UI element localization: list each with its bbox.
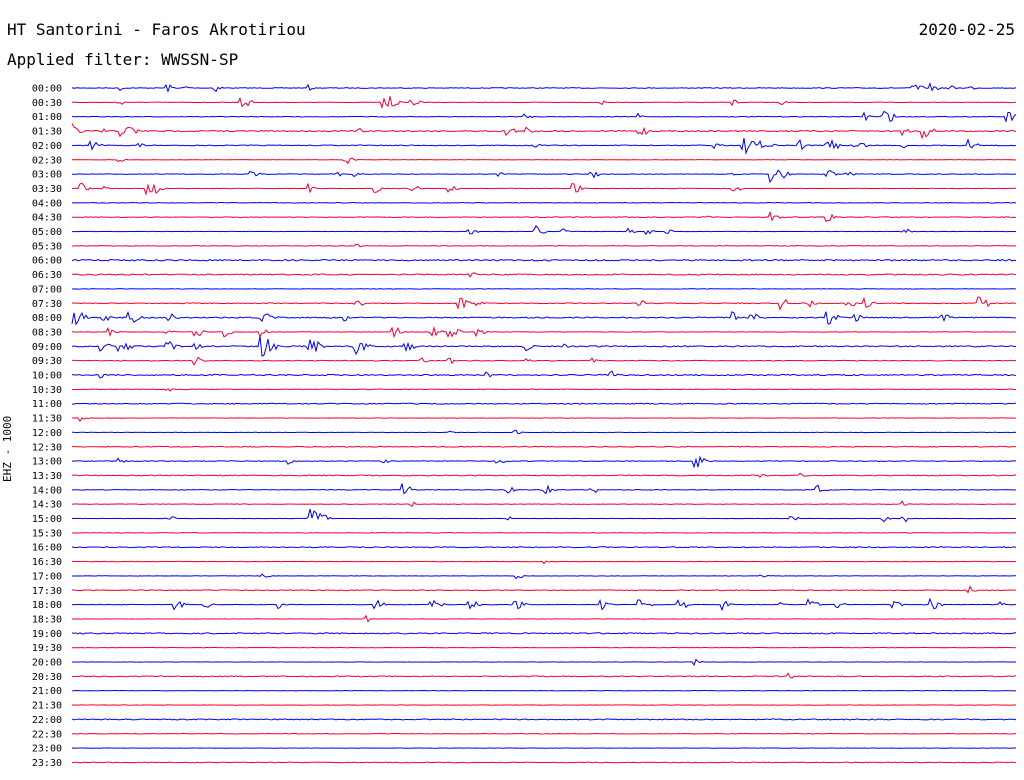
time-label: 08:30 — [32, 327, 62, 338]
time-label: 17:30 — [32, 586, 62, 597]
time-label: 07:00 — [32, 284, 62, 295]
trace-line — [71, 472, 1017, 479]
time-label: 16:30 — [32, 557, 62, 568]
time-label: 16:00 — [32, 543, 62, 554]
time-label: 12:00 — [32, 428, 62, 439]
time-label: 01:00 — [32, 112, 62, 123]
filter-line: Applied filter: WWSSN-SP — [7, 51, 238, 69]
trace-line — [71, 325, 1017, 339]
time-label: 09:30 — [32, 356, 62, 367]
trace-line — [71, 356, 1017, 366]
filter-label: Applied filter: — [7, 50, 152, 69]
trace-line — [71, 761, 1017, 764]
trace-line — [71, 96, 1017, 110]
trace-line — [71, 243, 1017, 248]
time-label: 02:30 — [32, 155, 62, 166]
time-label: 15:30 — [32, 528, 62, 539]
trace-line — [71, 718, 1017, 721]
trace-line — [71, 455, 1017, 469]
time-label: 22:00 — [32, 715, 62, 726]
trace-line — [71, 169, 1017, 183]
time-label: 12:30 — [32, 442, 62, 453]
time-label: 00:30 — [32, 98, 62, 109]
trace-line — [71, 82, 1017, 94]
trace-line — [71, 110, 1017, 123]
time-label: 03:30 — [32, 184, 62, 195]
time-label: 06:00 — [32, 256, 62, 267]
time-label: 02:00 — [32, 141, 62, 152]
time-label: 06:30 — [32, 270, 62, 281]
time-label: 19:30 — [32, 643, 62, 654]
trace-line — [71, 632, 1017, 635]
trace-line — [71, 546, 1017, 549]
time-label: 13:30 — [32, 471, 62, 482]
time-label: 04:00 — [32, 198, 62, 209]
trace-line — [71, 182, 1017, 196]
time-label: 09:00 — [32, 342, 62, 353]
trace-line — [71, 137, 1017, 155]
trace-line — [71, 508, 1017, 523]
time-label: 01:30 — [32, 127, 62, 138]
trace-line — [71, 560, 1017, 565]
trace-line — [71, 335, 1017, 357]
time-label: 14:30 — [32, 500, 62, 511]
record-date: 2020-02-25 — [918, 20, 1015, 39]
trace-line — [71, 272, 1017, 278]
time-label: 05:30 — [32, 241, 62, 252]
trace-line — [71, 123, 1017, 140]
filter-value: WWSSN-SP — [161, 50, 239, 69]
trace-line — [71, 672, 1017, 679]
time-label: 04:30 — [32, 213, 62, 224]
time-label: 10:30 — [32, 385, 62, 396]
trace-line — [71, 402, 1017, 405]
time-label: 13:00 — [32, 457, 62, 468]
trace-line — [71, 614, 1017, 623]
time-label: 08:00 — [32, 313, 62, 324]
trace-line — [71, 388, 1017, 392]
trace-line — [71, 310, 1017, 326]
time-label: 22:30 — [32, 729, 62, 740]
time-label: 15:00 — [32, 514, 62, 525]
time-label: 21:00 — [32, 686, 62, 697]
station-title: HT Santorini - Faros Akrotiriou — [7, 20, 306, 39]
time-label: 00:00 — [32, 84, 62, 95]
trace-line — [71, 597, 1017, 612]
time-label: 11:00 — [32, 399, 62, 410]
time-label: 18:30 — [32, 614, 62, 625]
trace-line — [71, 258, 1017, 262]
trace-line — [71, 483, 1017, 495]
time-label: 03:00 — [32, 170, 62, 181]
time-label: 20:00 — [32, 658, 62, 669]
trace-line — [71, 224, 1017, 236]
trace-line — [71, 500, 1017, 508]
trace-line — [71, 573, 1017, 580]
trace-line — [71, 658, 1017, 667]
trace-line — [71, 585, 1017, 594]
trace-line — [72, 417, 1017, 423]
time-label: 10:00 — [32, 371, 62, 382]
trace-line — [71, 445, 1017, 448]
trace-line — [71, 429, 1017, 435]
trace-line — [71, 157, 1017, 165]
time-label: 21:30 — [32, 701, 62, 712]
trace-line — [71, 201, 1017, 204]
time-label: 07:30 — [32, 299, 62, 310]
time-label: 19:00 — [32, 629, 62, 640]
time-label: 11:30 — [32, 414, 62, 425]
trace-line — [71, 210, 1017, 222]
trace-line — [71, 370, 1017, 379]
time-label: 18:00 — [32, 600, 62, 611]
time-label: 17:00 — [32, 571, 62, 582]
time-label: 14:00 — [32, 485, 62, 496]
trace-line — [71, 296, 1017, 311]
time-label: 20:30 — [32, 672, 62, 683]
time-label: 23:00 — [32, 744, 62, 755]
time-label: 05:00 — [32, 227, 62, 238]
time-label: 23:30 — [32, 758, 62, 769]
